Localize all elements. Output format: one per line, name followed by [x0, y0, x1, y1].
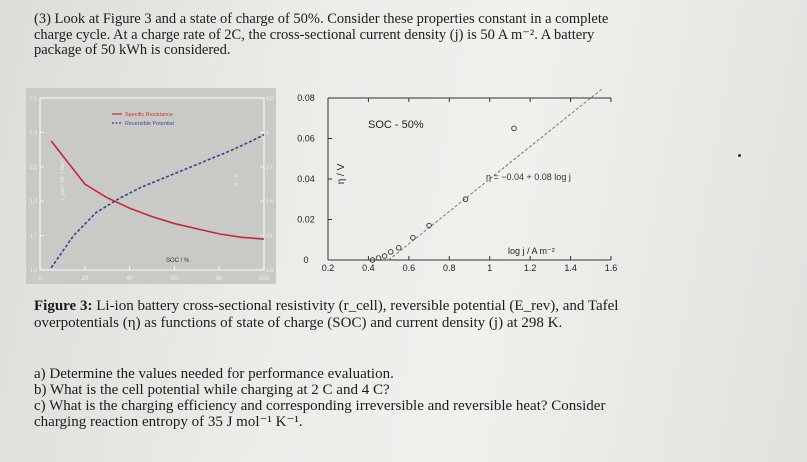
specific-resistance-line — [50, 140, 265, 240]
figure-3-svg: 0 20 40 60 80 1001.51.71.92.12.32.52.83.13.43… — [26, 81, 618, 284]
soc-x-axis-label: SOC / % — [166, 258, 190, 264]
tafel-y-tick-label: 0.08 — [297, 93, 315, 103]
figure-3: 0 20 40 60 80 100 1.5 1.7 1.9 2.1 2.3 2.5 2.8 3.1 3.4 3… — [26, 81, 626, 284]
tafel-y-axis-label: η / V — [336, 163, 347, 184]
problem-line-1: (3) Look at Figure 3 and a state of char… — [34, 11, 609, 27]
tafel-data-point — [426, 222, 432, 229]
tafel-soc-annotation: SOC - 50% — [368, 119, 424, 131]
tafel-fit-line — [388, 81, 612, 261]
tafel-data-point — [387, 249, 394, 255]
soc-y-left-tick-label: 2.3 — [30, 130, 37, 136]
tafel-x-tick-label: 1.2 — [524, 263, 537, 273]
tafel-x-tick-label: 0.8 — [443, 263, 456, 273]
question-c-line-2: charging reaction entropy of 35 J mol⁻¹ … — [34, 414, 303, 430]
caption-label: Figure 3: — [34, 298, 93, 314]
problem-line-3: package of 50 kWh is considered. — [34, 42, 231, 58]
caption-line-1: Li-ion battery cross-sectional resistivi… — [92, 298, 619, 314]
tafel-fit-equation: η = −0.04 + 0.08 log j — [486, 172, 571, 182]
tafel-x-tick-label: 0.2 — [322, 263, 335, 273]
soc-y-right-axis-label: E / V — [234, 174, 240, 186]
tafel-chart: 0.2 0.4 0.6 0.8 1 1.2 1.4 1.6 0 0.02 0.04 0.06 0.08 S… — [297, 81, 618, 273]
soc-y-right-tick-label: 3.1 — [266, 234, 273, 240]
soc-x-tick-label: 80 — [216, 276, 223, 282]
tafel-data-point — [511, 125, 517, 132]
tafel-y-tick-label: 0.04 — [297, 174, 315, 184]
soc-chart: 0 20 40 60 80 100 1.5 1.7 1.9 2.1 2.3 2.5 2.8 3.1 3.4 3… — [30, 96, 273, 282]
soc-x-tick-label: 100 — [259, 276, 270, 282]
soc-y-left-tick-label: 2.1 — [30, 165, 37, 171]
question-b: b) What is the cell potential while char… — [34, 382, 390, 398]
soc-y-right-tick-label: 3.4 — [266, 199, 273, 205]
legend-label-potential: Reversible Potential — [125, 121, 174, 127]
soc-y-right-tick-label: 2.8 — [266, 268, 273, 274]
tafel-data-point — [462, 196, 469, 202]
tafel-y-tick-label: 0.06 — [297, 134, 315, 144]
question-c-line-1: c) What is the charging efficiency and c… — [34, 398, 606, 414]
soc-y-left-tick-label: 1.7 — [30, 234, 37, 240]
soc-x-tick-label: 20 — [81, 276, 88, 282]
tafel-x-tick-label: 0.4 — [362, 263, 375, 273]
stray-mark — [738, 154, 741, 157]
problem-line-2: charge cycle. At a charge rate of 2C, th… — [34, 26, 595, 43]
tafel-x-tick-label: 1.4 — [564, 263, 577, 273]
soc-x-tick-label: 40 — [126, 276, 133, 282]
soc-y-left-tick-label: 1.9 — [30, 199, 37, 205]
tafel-data-point — [410, 234, 416, 241]
tafel-x-tick-label: 0.6 — [403, 263, 416, 273]
soc-x-tick-label: 60 — [171, 276, 178, 282]
soc-plot-frame — [39, 97, 265, 271]
tafel-data-point — [396, 245, 402, 251]
tafel-x-axis-label: log j / A m⁻² — [508, 246, 555, 256]
soc-y-left-axis-label: r_cell / 10⁻³ Ωm² — [60, 160, 66, 201]
soc-y-right-tick-label: 4 — [266, 130, 269, 136]
reversible-potential-line — [50, 133, 265, 269]
problem-statement: (3) Look at Figure 3 and a state of char… — [34, 11, 754, 59]
left-chart-background — [26, 88, 276, 284]
tafel-x-tick-label: 1 — [487, 263, 492, 273]
soc-x-tick-label: 0 — [38, 276, 42, 282]
tafel-y-tick-label: 0 — [303, 255, 308, 265]
tafel-x-tick-label: 1.6 — [605, 263, 618, 273]
soc-y-right-tick-label: 3.7 — [266, 165, 273, 171]
figure-caption: Figure 3: Li-ion battery cross-sectional… — [34, 298, 774, 332]
soc-y-left-tick-label: 2.5 — [30, 96, 37, 102]
legend-label-resistance: Specific Resistance — [125, 112, 173, 118]
soc-y-right-tick-label: 4.3 — [266, 96, 273, 102]
tafel-data-point — [381, 253, 388, 259]
soc-y-left-tick-label: 1.5 — [30, 268, 37, 274]
questions-list: a) Determine the values needed for perfo… — [34, 366, 774, 430]
tafel-data-point — [369, 257, 376, 263]
question-a: a) Determine the values needed for perfo… — [34, 366, 394, 382]
caption-line-2: overpotentials (η) as functions of state… — [34, 315, 563, 331]
tafel-y-tick-label: 0.02 — [297, 215, 315, 225]
tafel-data-point — [375, 255, 382, 261]
